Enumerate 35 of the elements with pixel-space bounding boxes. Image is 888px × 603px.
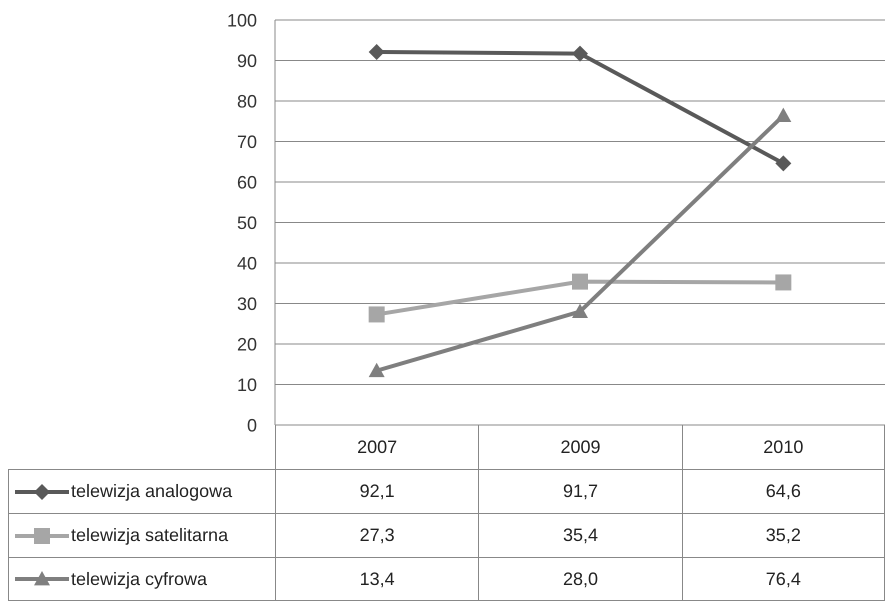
point — [368, 306, 385, 322]
y-tick-label: 70 — [236, 132, 257, 152]
data-label: 35,4 — [478, 514, 682, 557]
x-tick-label: 2009 — [478, 425, 682, 469]
data-label: 76,4 — [682, 558, 885, 600]
point — [572, 46, 588, 62]
legend-label: telewizja satelitarna — [71, 525, 228, 546]
y-tick-label: 50 — [236, 212, 257, 233]
y-tick-label: 90 — [236, 50, 257, 71]
data-label: 92,1 — [275, 470, 478, 513]
x-tick-label: 2007 — [275, 425, 478, 469]
y-tick-label: 10 — [236, 374, 257, 395]
point — [775, 108, 792, 122]
y-tick-label: 30 — [236, 294, 257, 314]
data-label: 91,7 — [478, 470, 682, 513]
point — [775, 155, 792, 172]
point — [368, 362, 385, 378]
point — [775, 274, 792, 290]
legend-label: telewizja analogowa — [71, 481, 232, 502]
y-tick-label: 60 — [236, 172, 257, 192]
legend-label: telewizja cyfrowa — [71, 568, 208, 590]
point — [572, 304, 588, 318]
y-tick-label: 80 — [236, 91, 257, 112]
data-label: 35,2 — [682, 514, 885, 557]
x-tick-label: 2010 — [682, 425, 885, 469]
y-tick-label: 100 — [226, 10, 257, 30]
data-label: 28,0 — [478, 558, 682, 600]
y-tick-label: 20 — [236, 334, 257, 354]
point — [368, 44, 385, 60]
y-tick-label: 0 — [246, 415, 257, 436]
data-label: 64,6 — [682, 470, 885, 513]
data-label: 27,3 — [275, 514, 478, 557]
point — [572, 274, 588, 290]
y-tick-label: 40 — [236, 253, 257, 274]
data-label: 13,4 — [275, 558, 478, 600]
